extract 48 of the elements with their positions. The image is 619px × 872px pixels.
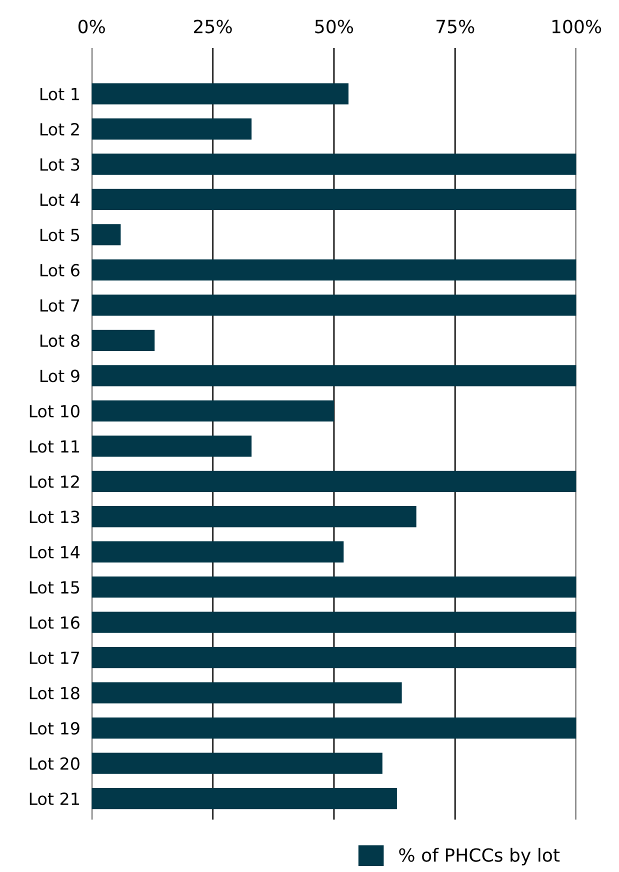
y-tick-label: Lot 19 — [30, 722, 80, 735]
bar — [92, 224, 121, 246]
bar — [92, 365, 576, 386]
y-tick-label: Lot 2 — [40, 122, 79, 136]
bar — [92, 154, 576, 175]
bar — [92, 576, 576, 598]
x-tick-label: 0% — [78, 20, 105, 34]
bar — [92, 612, 576, 633]
y-tick-label: Lot 5 — [40, 228, 80, 242]
bar — [92, 717, 576, 739]
bar — [92, 506, 416, 528]
x-tick-label: 25% — [194, 20, 232, 34]
y-tick-label: Lot 14 — [30, 546, 80, 558]
bar — [92, 436, 252, 457]
x-tick-label: 100% — [552, 20, 602, 34]
y-tick-label: Lot 15 — [30, 581, 80, 594]
x-tick-label: 50% — [315, 20, 354, 34]
bar — [92, 330, 155, 352]
bar — [92, 647, 576, 668]
y-tick-label: Lot 13 — [30, 510, 80, 524]
y-tick-label: Lot 11 — [30, 440, 79, 453]
bar — [92, 541, 344, 562]
y-tick-label: Lot 4 — [40, 194, 80, 206]
bar — [92, 752, 382, 774]
bar — [92, 118, 252, 140]
bar — [92, 788, 397, 810]
bar — [92, 188, 576, 210]
bar — [92, 83, 348, 104]
y-tick-label: Lot 12 — [30, 475, 79, 488]
y-tick-label: Lot 8 — [40, 334, 80, 348]
y-tick-label: Lot 21 — [30, 792, 79, 806]
y-tick-label: Lot 18 — [30, 686, 80, 700]
y-tick-label: Lot 17 — [30, 652, 80, 664]
y-tick-label: Lot 7 — [40, 299, 80, 312]
y-tick-label: Lot 1 — [40, 88, 79, 100]
bar — [92, 400, 334, 422]
bar — [92, 682, 402, 704]
legend-label: % of PHCCs by lot — [399, 848, 560, 866]
y-tick-label: Lot 9 — [40, 370, 80, 382]
x-tick-label: 75% — [436, 20, 474, 34]
y-tick-label: Lot 6 — [40, 264, 80, 277]
bar — [92, 294, 576, 316]
bar — [92, 470, 576, 492]
y-tick-label: Lot 16 — [30, 616, 80, 629]
y-tick-label: Lot 10 — [30, 404, 80, 418]
y-tick-label: Lot 3 — [40, 158, 80, 171]
bar — [92, 259, 576, 281]
y-tick-label: Lot 20 — [30, 757, 80, 770]
